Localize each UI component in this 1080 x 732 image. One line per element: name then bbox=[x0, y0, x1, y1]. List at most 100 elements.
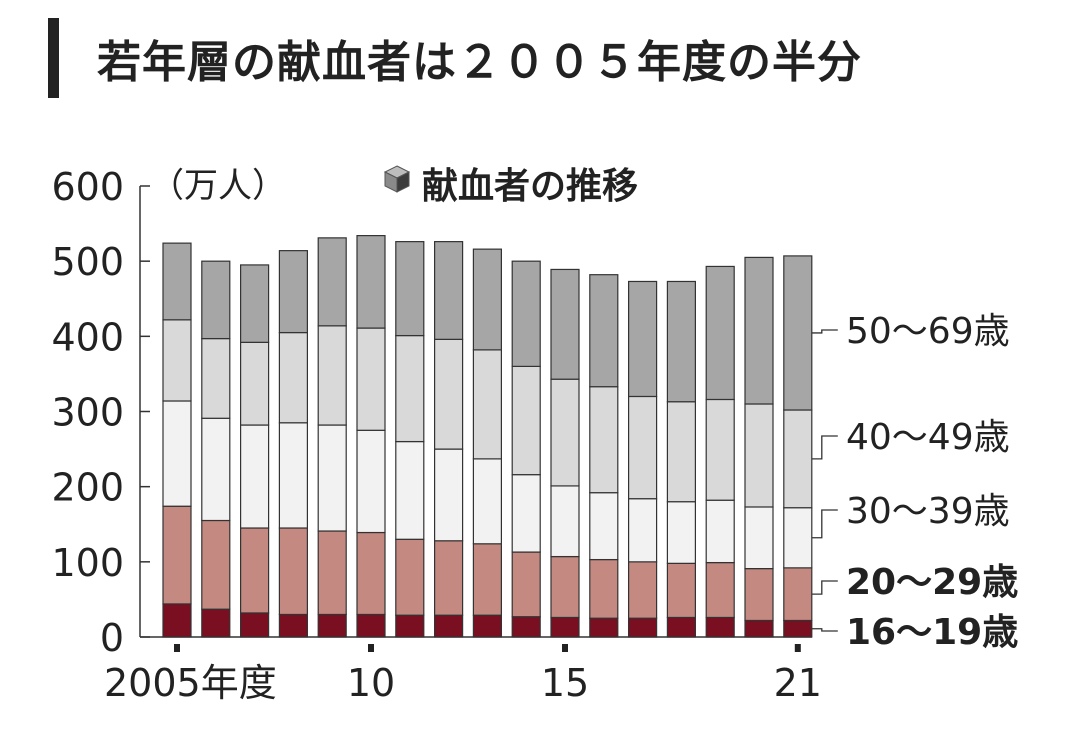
legend-label: 50〜69歳 bbox=[846, 311, 1010, 352]
bar-segment bbox=[356, 235, 386, 329]
bar-segment bbox=[589, 274, 619, 388]
bar-segment bbox=[783, 619, 813, 638]
bar-segment bbox=[201, 417, 231, 522]
legend-leader-line bbox=[811, 509, 838, 539]
chart-bars bbox=[162, 235, 813, 638]
legend-leader-line bbox=[811, 628, 838, 632]
bar-segment bbox=[589, 558, 619, 619]
bar-stack bbox=[395, 241, 425, 638]
bar-segment bbox=[744, 403, 774, 508]
bar-stack bbox=[472, 248, 502, 638]
bar-segment bbox=[434, 614, 464, 638]
bar-segment bbox=[666, 401, 697, 503]
bar-stack bbox=[317, 237, 347, 638]
bar-segment bbox=[783, 409, 813, 509]
bar-segment bbox=[162, 319, 192, 402]
x-tick-mark bbox=[174, 644, 180, 652]
bar-segment bbox=[434, 448, 464, 542]
y-tick-label: 200 bbox=[51, 466, 124, 510]
x-tick-label: 15 bbox=[541, 661, 589, 705]
bar-segment bbox=[317, 424, 347, 532]
bar-segment bbox=[317, 237, 347, 327]
y-tick-label: 600 bbox=[51, 165, 124, 209]
bar-segment bbox=[744, 256, 774, 405]
bar-segment bbox=[783, 567, 813, 622]
bar-segment bbox=[744, 506, 774, 570]
bar-stack bbox=[434, 241, 464, 638]
bar-segment bbox=[472, 543, 502, 616]
chart-title: 献血者の推移 bbox=[422, 166, 638, 207]
x-tick-label: 2005年度 bbox=[104, 661, 277, 705]
bar-stack bbox=[627, 280, 658, 638]
bar-stack bbox=[744, 256, 774, 638]
bar-stack bbox=[356, 235, 386, 638]
bar-segment bbox=[627, 395, 658, 500]
bar-segment bbox=[666, 562, 697, 619]
bar-segment bbox=[511, 616, 541, 638]
bar-segment bbox=[705, 398, 735, 501]
bar-segment bbox=[317, 530, 347, 616]
bar-segment bbox=[201, 519, 231, 610]
bar-segment bbox=[201, 260, 231, 340]
bar-segment bbox=[511, 260, 541, 367]
bar-segment bbox=[395, 241, 425, 337]
bar-segment bbox=[550, 268, 580, 380]
x-tick-mark bbox=[794, 644, 801, 652]
bar-segment bbox=[472, 248, 502, 351]
bar-segment bbox=[162, 505, 192, 605]
bar-segment bbox=[395, 614, 425, 638]
bar-segment bbox=[472, 614, 502, 638]
cube-icon bbox=[383, 165, 411, 193]
bar-segment bbox=[434, 540, 464, 616]
bar-segment bbox=[550, 555, 580, 619]
bar-segment bbox=[511, 365, 541, 476]
bar-segment bbox=[395, 538, 425, 616]
bar-segment bbox=[705, 499, 735, 564]
bar-stack bbox=[240, 264, 270, 638]
y-tick-label: 400 bbox=[51, 315, 124, 359]
bar-stack bbox=[550, 268, 580, 638]
bar-segment bbox=[511, 551, 541, 618]
bar-segment bbox=[511, 474, 541, 553]
bar-segment bbox=[240, 424, 270, 529]
bar-segment bbox=[356, 429, 386, 534]
bar-segment bbox=[589, 386, 619, 494]
bar-segment bbox=[705, 616, 735, 638]
y-tick-label: 500 bbox=[51, 240, 124, 284]
bar-segment bbox=[550, 378, 580, 487]
bar-segment bbox=[162, 400, 192, 507]
y-axis-unit-label: （万人） bbox=[150, 166, 286, 206]
bar-segment bbox=[550, 616, 580, 638]
bar-segment bbox=[627, 617, 658, 638]
bar-segment bbox=[666, 280, 697, 403]
chart-legend: 16〜19歳 20〜29歳 30〜39歳 40〜49歳 50〜69歳 bbox=[811, 311, 1018, 653]
bar-segment bbox=[627, 561, 658, 619]
bar-stack bbox=[705, 265, 735, 638]
legend-label: 20〜29歳 bbox=[846, 562, 1018, 603]
legend-label: 40〜49歳 bbox=[846, 417, 1010, 458]
bar-segment bbox=[744, 619, 774, 638]
bar-segment bbox=[162, 242, 192, 321]
headline-text: 若年層の献血者は２００５年度の半分 bbox=[97, 37, 862, 88]
bar-segment bbox=[317, 325, 347, 426]
bar-segment bbox=[278, 422, 308, 529]
x-tick-label: 21 bbox=[774, 661, 822, 705]
bar-stack bbox=[201, 260, 231, 638]
x-tick-mark bbox=[368, 644, 374, 652]
bar-segment bbox=[278, 613, 308, 638]
bar-segment bbox=[472, 349, 502, 460]
bar-segment bbox=[589, 492, 619, 561]
bar-segment bbox=[550, 485, 580, 558]
bar-segment bbox=[317, 613, 347, 638]
legend-leader-line bbox=[811, 435, 838, 460]
bar-segment bbox=[278, 527, 308, 616]
bar-stack bbox=[589, 274, 619, 638]
bar-stack bbox=[511, 260, 541, 638]
y-tick-label: 300 bbox=[51, 391, 124, 435]
bar-segment bbox=[666, 501, 697, 564]
headline-accent-bar bbox=[48, 18, 59, 98]
bar-segment bbox=[434, 241, 464, 340]
bar-segment bbox=[240, 612, 270, 638]
bar-segment bbox=[589, 617, 619, 638]
